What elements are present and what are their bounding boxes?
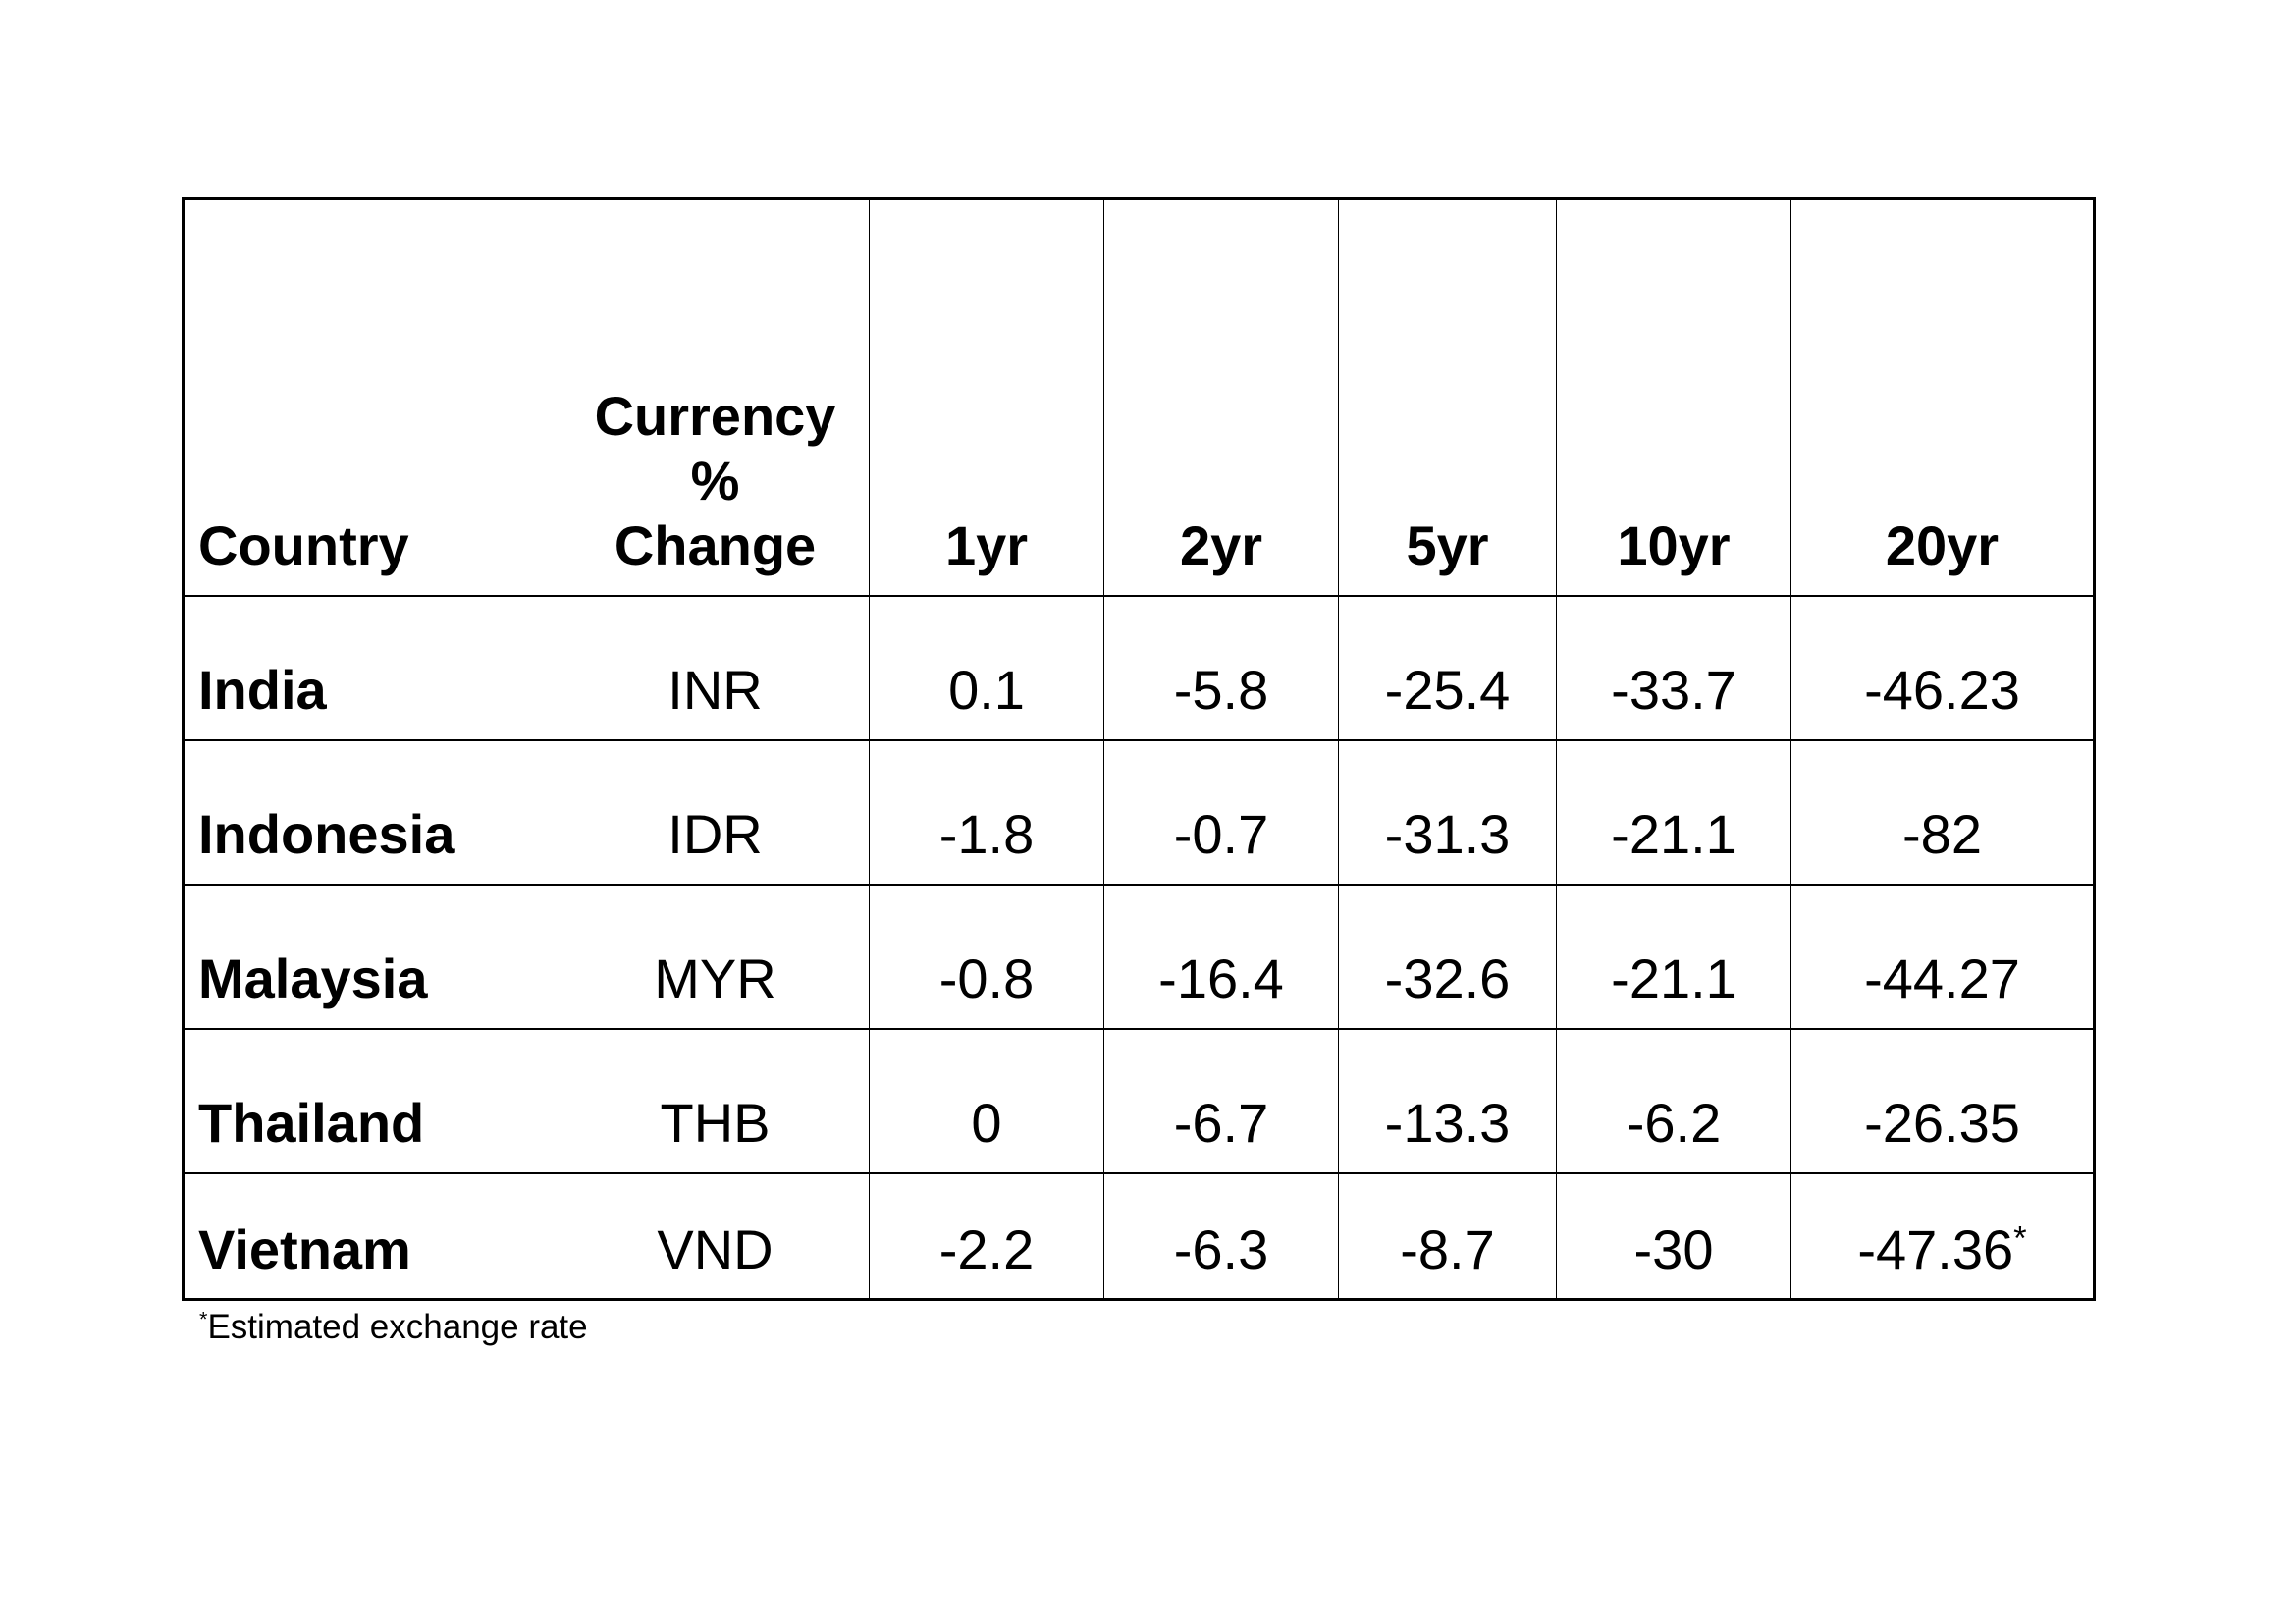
value-cell-2yr: -6.7 (1103, 1027, 1339, 1174)
value-cell-20yr: -47.36* (1790, 1171, 2095, 1301)
value-cell-10yr: -21.1 (1556, 883, 1791, 1030)
value-cell-2yr: -5.8 (1103, 594, 1339, 741)
table-row-vietnam: Vietnam VND -2.2 -6.3 -8.7 -30 -47.36* (183, 1171, 2095, 1301)
value-cell-20yr: -46.23 (1790, 594, 2095, 741)
table-header-row: Country Currency % Change 1yr 2yr 5yr 10… (183, 197, 2095, 597)
header-5yr: 5yr (1338, 197, 1557, 597)
value-cell-20yr: -44.27 (1790, 883, 2095, 1030)
value-cell-1yr: -1.8 (869, 738, 1104, 886)
value-cell-20yr: -26.35 (1790, 1027, 2095, 1174)
value-text: -47.36 (1857, 1217, 2014, 1280)
header-2yr: 2yr (1103, 197, 1339, 597)
value-cell-5yr: -8.7 (1338, 1171, 1557, 1301)
value-cell-5yr: -25.4 (1338, 594, 1557, 741)
value-cell-10yr: -30 (1556, 1171, 1791, 1301)
value-cell-2yr: -16.4 (1103, 883, 1339, 1030)
value-cell-5yr: -31.3 (1338, 738, 1557, 886)
footnote-marker-sup: * (2013, 1219, 2027, 1258)
table-row-india: India INR 0.1 -5.8 -25.4 -33.7 -46.23 (183, 594, 2095, 741)
country-cell: India (183, 594, 561, 741)
table-row-malaysia: Malaysia MYR -0.8 -16.4 -32.6 -21.1 -44.… (183, 883, 2095, 1030)
value-cell-5yr: -13.3 (1338, 1027, 1557, 1174)
value-cell-1yr: 0.1 (869, 594, 1104, 741)
currency-cell: THB (561, 1027, 870, 1174)
currency-cell: MYR (561, 883, 870, 1030)
header-20yr: 20yr (1790, 197, 2095, 597)
currency-cell: IDR (561, 738, 870, 886)
value-cell-10yr: -21.1 (1556, 738, 1791, 886)
value-cell-5yr: -32.6 (1338, 883, 1557, 1030)
table-row-thailand: Thailand THB 0 -6.7 -13.3 -6.2 -26.35 (183, 1027, 2095, 1174)
value-cell-2yr: -0.7 (1103, 738, 1339, 886)
footnote: *Estimated exchange rate (199, 1308, 588, 1347)
country-cell: Vietnam (183, 1171, 561, 1301)
header-country: Country (183, 197, 561, 597)
currency-cell: INR (561, 594, 870, 741)
footnote-text: Estimated exchange rate (207, 1308, 588, 1346)
value-cell-20yr: -82 (1790, 738, 2095, 886)
value-cell-1yr: -2.2 (869, 1171, 1104, 1301)
value-cell-10yr: -33.7 (1556, 594, 1791, 741)
value-cell-2yr: -6.3 (1103, 1171, 1339, 1301)
value-cell-1yr: 0 (869, 1027, 1104, 1174)
currency-change-table: Country Currency % Change 1yr 2yr 5yr 10… (182, 197, 2096, 1301)
currency-cell: VND (561, 1171, 870, 1301)
country-cell: Thailand (183, 1027, 561, 1174)
header-currency-pct-change: Currency % Change (561, 197, 870, 597)
header-10yr: 10yr (1556, 197, 1791, 597)
country-cell: Malaysia (183, 883, 561, 1030)
country-cell: Indonesia (183, 738, 561, 886)
header-1yr: 1yr (869, 197, 1104, 597)
footnote-asterisk: * (199, 1306, 208, 1331)
value-cell-1yr: -0.8 (869, 883, 1104, 1030)
table-row-indonesia: Indonesia IDR -1.8 -0.7 -31.3 -21.1 -82 (183, 738, 2095, 886)
value-cell-10yr: -6.2 (1556, 1027, 1791, 1174)
